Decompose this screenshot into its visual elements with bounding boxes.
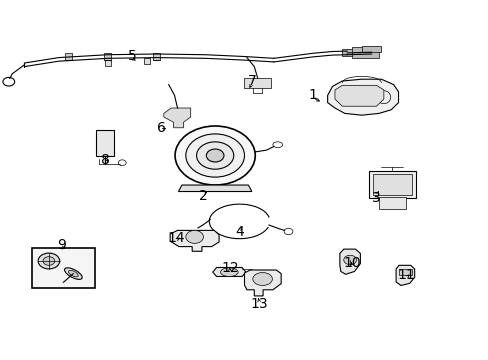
- Ellipse shape: [196, 142, 233, 169]
- Text: 3: 3: [371, 191, 380, 205]
- Text: 14: 14: [167, 231, 184, 244]
- Polygon shape: [395, 265, 414, 285]
- Ellipse shape: [185, 230, 203, 243]
- Polygon shape: [178, 185, 251, 192]
- Polygon shape: [244, 270, 281, 296]
- Polygon shape: [327, 79, 398, 115]
- Text: 13: 13: [250, 297, 267, 311]
- Text: 9: 9: [57, 238, 65, 252]
- Text: 11: 11: [396, 269, 414, 282]
- Ellipse shape: [343, 255, 356, 265]
- Bar: [152, 53, 160, 60]
- Text: 6: 6: [157, 121, 165, 135]
- Text: 2: 2: [198, 189, 207, 203]
- Ellipse shape: [206, 149, 224, 162]
- Bar: [361, 46, 381, 52]
- Ellipse shape: [38, 253, 60, 269]
- Bar: [103, 53, 111, 60]
- Polygon shape: [334, 85, 383, 106]
- Text: 10: 10: [343, 256, 360, 270]
- Bar: [96, 130, 114, 156]
- Polygon shape: [339, 249, 360, 274]
- Polygon shape: [244, 78, 271, 88]
- Ellipse shape: [64, 268, 82, 279]
- Bar: [32, 248, 95, 288]
- Polygon shape: [170, 230, 219, 251]
- Bar: [372, 174, 411, 195]
- Bar: [368, 171, 415, 198]
- Ellipse shape: [220, 268, 238, 276]
- Bar: [378, 197, 405, 209]
- Ellipse shape: [175, 126, 255, 185]
- Bar: [351, 47, 378, 58]
- Text: 8: 8: [101, 153, 109, 167]
- Text: 1: 1: [308, 89, 317, 102]
- Text: 4: 4: [235, 225, 244, 239]
- Text: 12: 12: [221, 261, 238, 275]
- Bar: [143, 58, 149, 64]
- Polygon shape: [163, 108, 190, 128]
- Text: 7: 7: [247, 74, 256, 88]
- Text: 5: 5: [127, 49, 136, 63]
- Ellipse shape: [185, 134, 244, 177]
- Bar: [398, 269, 411, 275]
- Ellipse shape: [252, 273, 272, 285]
- Bar: [64, 53, 72, 60]
- Bar: [342, 49, 361, 56]
- Ellipse shape: [43, 257, 55, 265]
- Ellipse shape: [68, 270, 78, 277]
- Polygon shape: [212, 267, 245, 276]
- Bar: [104, 60, 110, 66]
